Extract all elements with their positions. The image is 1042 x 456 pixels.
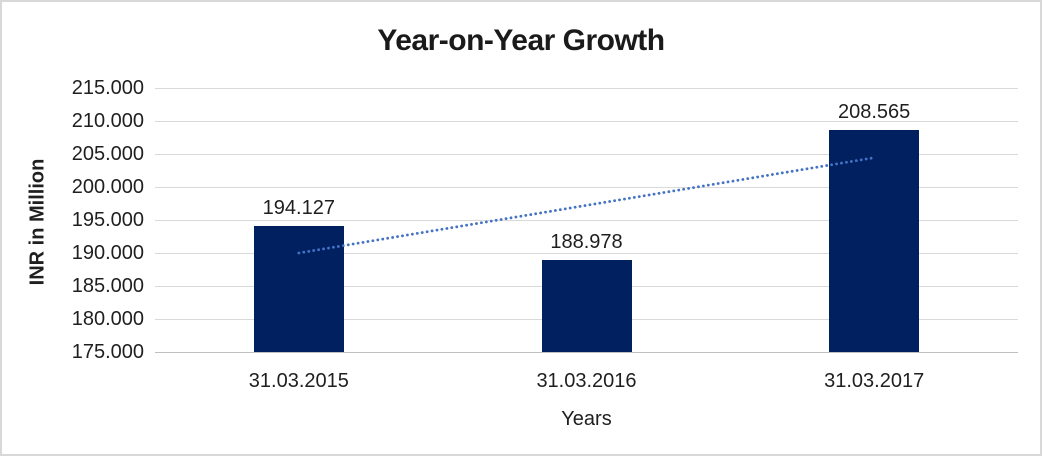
y-tick-label: 195.000 [71,209,144,231]
x-tick-label: 31.03.2015 [248,370,349,392]
trendline-path [297,156,876,255]
trendline [297,156,876,255]
chart-title: Year-on-Year Growth [377,24,665,57]
gridline [155,187,1018,188]
y-tick-label: 185.000 [71,275,144,297]
y-tick-label: 210.000 [71,110,144,132]
y-tick-label: 200.000 [71,176,144,198]
bar [541,259,632,352]
data-label: 208.565 [838,101,911,124]
gridline [155,154,1018,155]
x-axis-title: Years [561,408,612,430]
data-label: 188.978 [550,230,623,253]
gridline [155,121,1018,122]
gridline [155,352,1018,353]
y-tick-label: 180.000 [71,308,144,330]
x-tick-label: 31.03.2016 [536,370,637,392]
gridline [155,220,1018,221]
bar [829,130,920,352]
y-tick-label: 190.000 [71,242,144,264]
y-tick-label: 215.000 [71,77,144,99]
y-tick-label: 205.000 [71,143,144,165]
y-tick-label: 175.000 [71,341,144,363]
data-label: 194.127 [262,196,335,219]
gridline [155,253,1018,254]
gridline [155,88,1018,89]
x-tick-label: 31.03.2017 [824,370,925,392]
